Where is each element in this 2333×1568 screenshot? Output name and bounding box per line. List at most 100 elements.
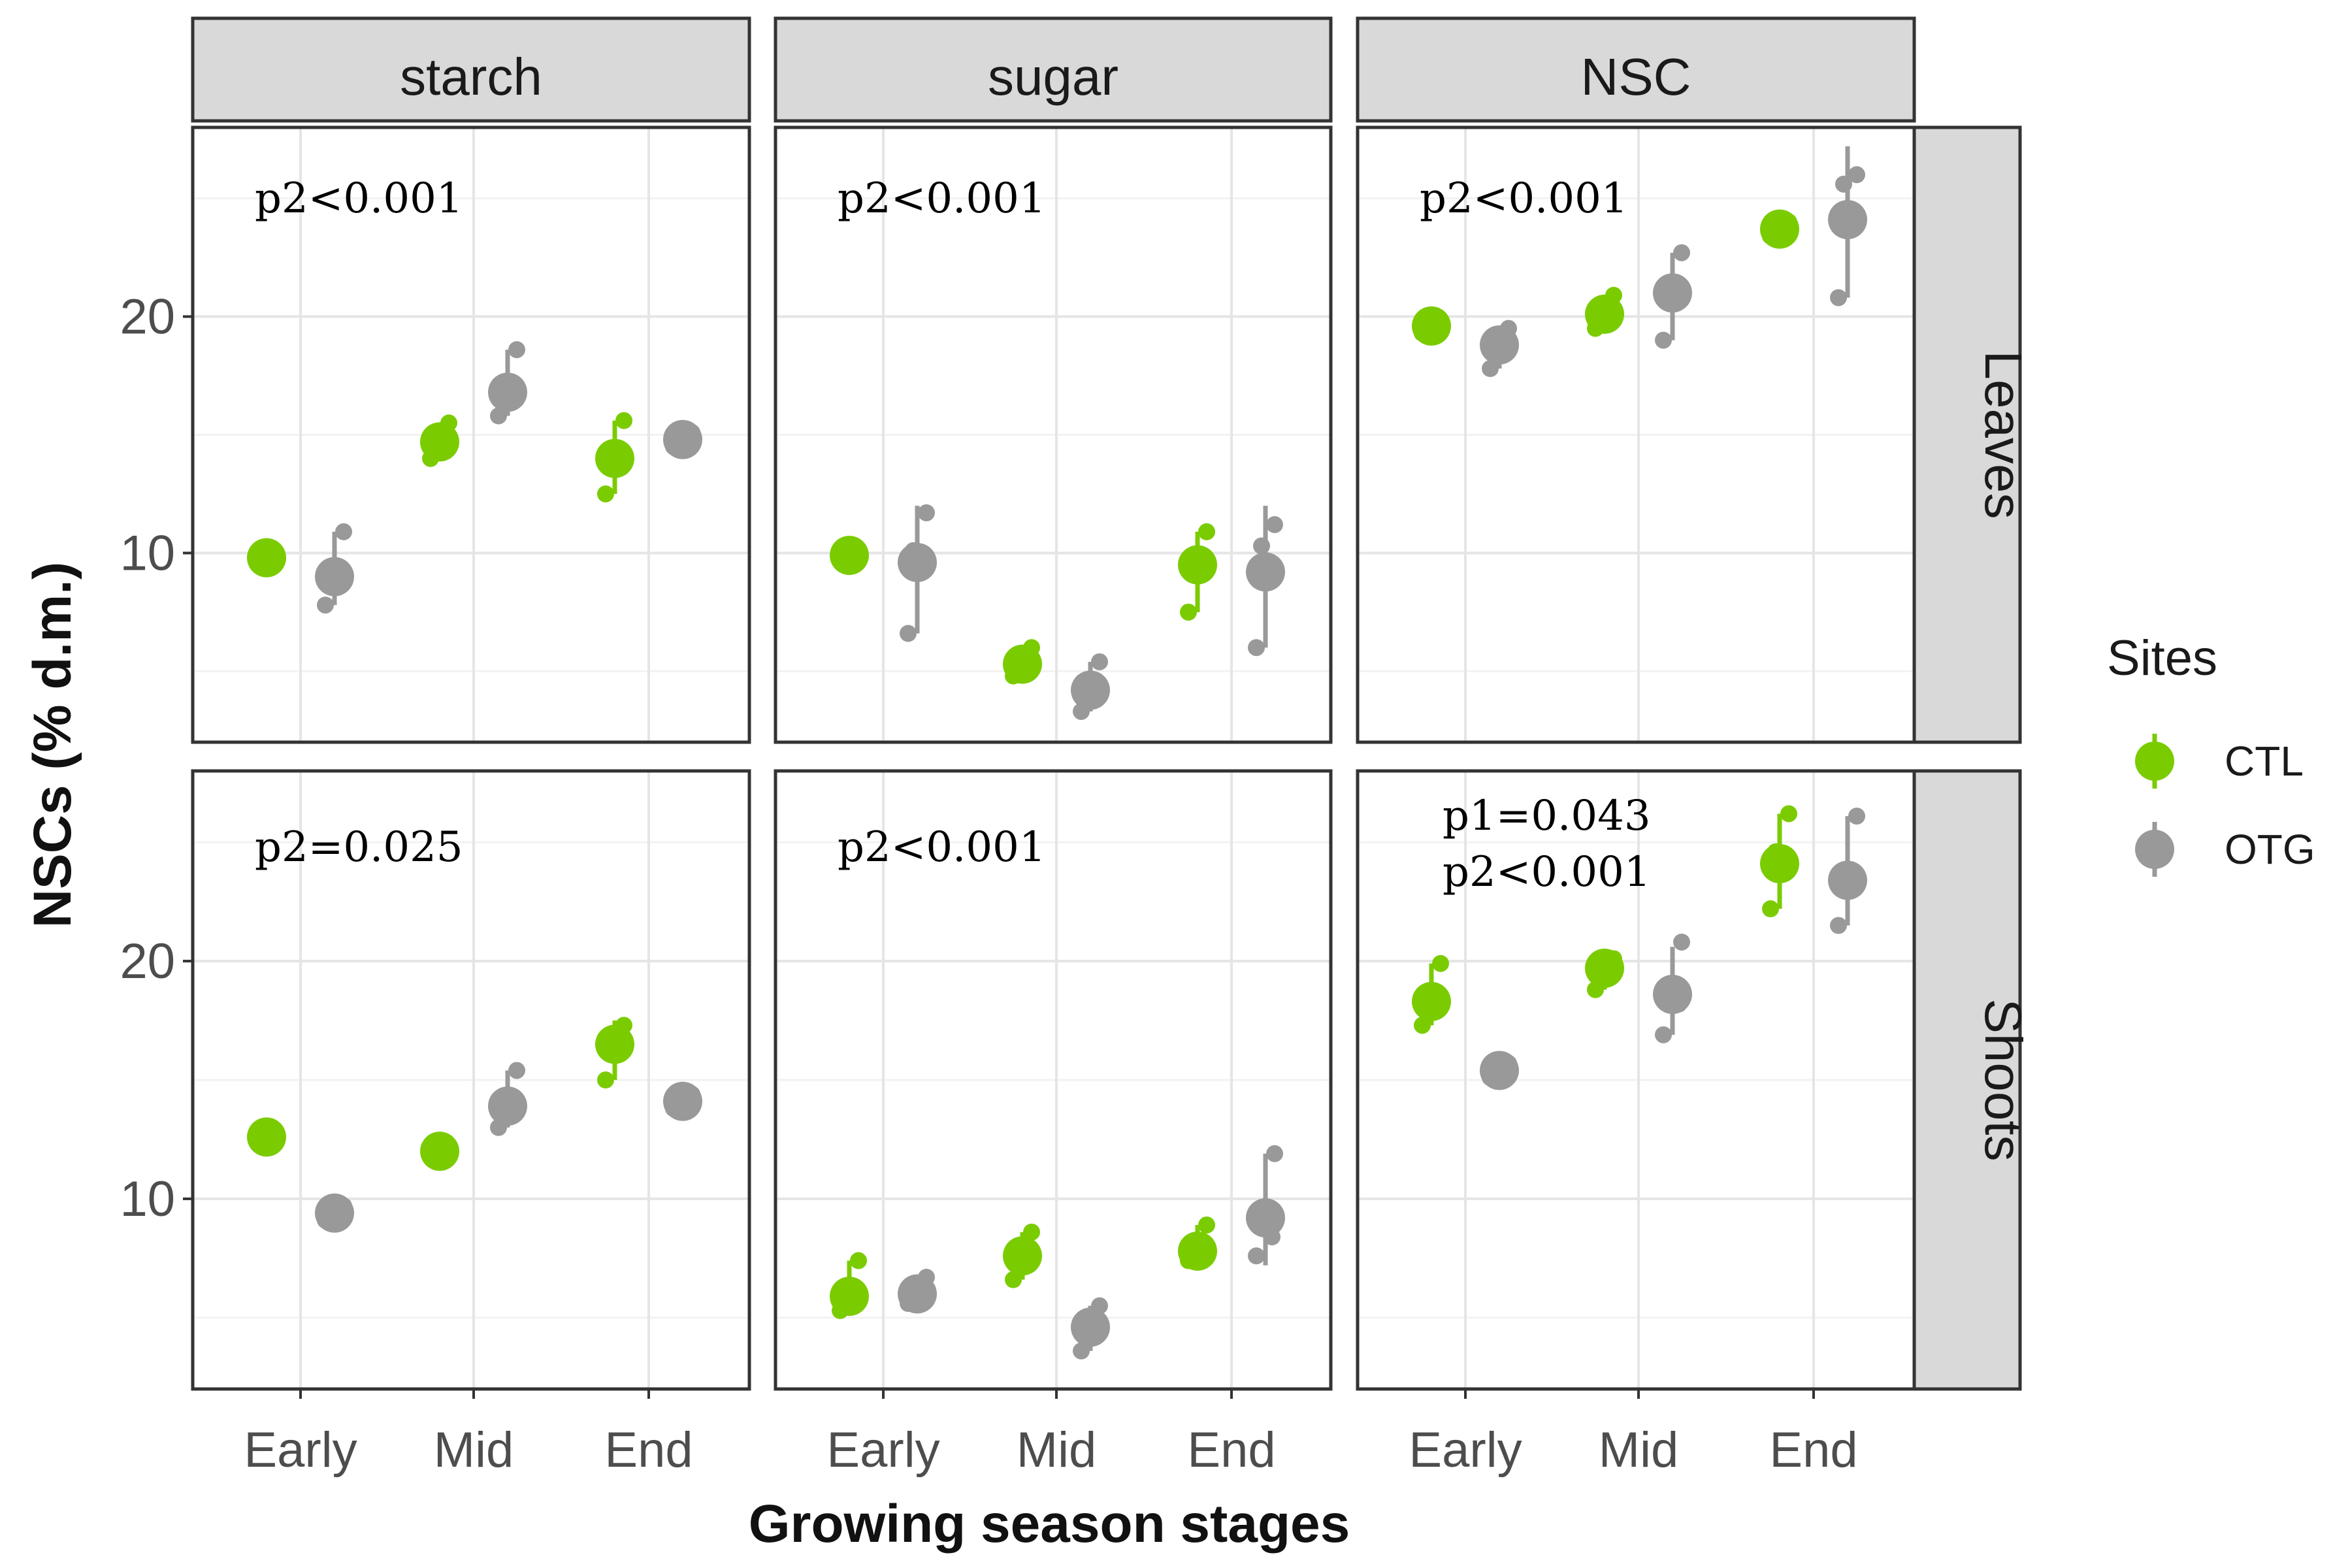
mean-point xyxy=(1178,1231,1217,1271)
point-group-otg-end xyxy=(1828,146,1867,306)
mean-point xyxy=(595,1024,634,1064)
point-group-ctl-end xyxy=(1178,1216,1217,1271)
mean-point xyxy=(1585,294,1624,334)
point-group-ctl-early xyxy=(1412,955,1451,1034)
observation-point xyxy=(1266,1145,1283,1162)
point-group-ctl-mid xyxy=(1585,948,1624,998)
mean-point xyxy=(315,1193,354,1233)
x-tick-label: Mid xyxy=(1017,1422,1096,1478)
legend-key-point xyxy=(2135,830,2174,869)
point-group-otg-early xyxy=(898,504,937,642)
mean-point xyxy=(1653,273,1692,313)
mean-point xyxy=(1412,306,1451,346)
mean-point xyxy=(1653,975,1692,1015)
point-group-ctl-early xyxy=(1412,306,1451,346)
point-group-ctl-mid xyxy=(1003,639,1042,685)
observation-point xyxy=(597,485,614,502)
y-axis-title: NSCs (% d.m.) xyxy=(23,562,82,928)
point-group-otg-mid xyxy=(488,341,527,425)
observation-point xyxy=(1005,1271,1022,1288)
mean-point xyxy=(420,1132,459,1171)
legend: Sites CTL OTG xyxy=(2107,630,2315,877)
observation-point xyxy=(1198,1216,1215,1233)
facet-strip-shoots xyxy=(1912,769,2022,1391)
observation-point xyxy=(1414,1017,1431,1034)
mean-point xyxy=(1828,200,1867,240)
panel-frame xyxy=(191,125,751,744)
mean-point xyxy=(488,1086,527,1126)
legend-title: Sites xyxy=(2107,630,2217,686)
data-marks-layer xyxy=(247,146,1867,1360)
p-value-annotation: p2<0.001 xyxy=(838,823,1046,872)
point-group-otg-end xyxy=(1246,506,1285,657)
point-group-ctl-end xyxy=(595,1017,634,1088)
observation-point xyxy=(1248,639,1265,657)
x-tick-label: End xyxy=(604,1422,693,1478)
axes-layer: 10 20 10 20 Early Mid End Early Mid End Early Mid En… xyxy=(120,289,1857,1478)
mean-point xyxy=(1003,644,1042,684)
x-axis-title: Growing season stages xyxy=(749,1494,1350,1554)
facet-strip-leaves xyxy=(1912,125,2022,744)
observation-point xyxy=(1482,360,1499,378)
observation-point xyxy=(1830,917,1847,934)
x-tick-label: End xyxy=(1187,1422,1275,1478)
observation-point xyxy=(1762,900,1779,918)
observation-point xyxy=(317,596,334,614)
facet-strip-label: NSC xyxy=(1581,48,1691,106)
x-tick-label: Mid xyxy=(434,1422,514,1478)
observation-point xyxy=(1835,175,1852,193)
panel-frame xyxy=(191,769,751,1391)
x-tick-label: End xyxy=(1769,1422,1857,1478)
facet-strips-layer: starch sugar NSC Leaves Shoots xyxy=(191,16,2032,1391)
observation-point xyxy=(900,625,917,642)
panel-frame xyxy=(774,769,1333,1391)
point-group-ctl-end xyxy=(595,412,634,502)
observation-point xyxy=(490,407,507,425)
point-group-otg-mid xyxy=(1071,653,1110,720)
mean-point xyxy=(420,422,459,462)
observation-point xyxy=(1830,289,1847,306)
point-group-ctl-mid xyxy=(1003,1223,1042,1288)
observation-point xyxy=(1180,603,1197,621)
facet-strip-starch xyxy=(191,16,751,123)
observation-point xyxy=(1655,1026,1672,1043)
point-group-ctl-mid xyxy=(420,1132,459,1171)
observation-point xyxy=(615,412,632,429)
observation-point xyxy=(1848,166,1865,184)
legend-entry-otg: OTG xyxy=(2135,822,2315,877)
point-group-otg-mid xyxy=(488,1062,527,1136)
mean-point xyxy=(663,1081,702,1121)
y-tick-label: 20 xyxy=(120,934,175,989)
facet-strip-sugar xyxy=(774,16,1333,123)
legend-label: OTG xyxy=(2225,826,2315,873)
facet-strip-label: sugar xyxy=(988,48,1118,106)
observation-point xyxy=(850,1252,867,1269)
mean-point xyxy=(1071,670,1110,710)
p-value-annotation: p2<0.001 xyxy=(1420,174,1628,223)
mean-point xyxy=(1480,1051,1519,1090)
observation-point xyxy=(1780,805,1797,823)
point-group-ctl-end xyxy=(1760,805,1799,918)
point-group-ctl-early xyxy=(830,536,869,576)
point-group-otg-end xyxy=(1828,808,1867,934)
mean-point xyxy=(1246,1198,1285,1238)
mean-point xyxy=(595,438,634,478)
mean-point xyxy=(898,1274,937,1314)
y-tick-label: 10 xyxy=(120,525,175,581)
observation-point xyxy=(1073,1342,1090,1360)
observation-point xyxy=(1253,537,1270,555)
observation-point xyxy=(1248,1247,1265,1265)
point-group-ctl-end xyxy=(1760,209,1799,249)
mean-point xyxy=(315,557,354,596)
observation-point xyxy=(1432,955,1449,972)
x-tick-label: Early xyxy=(244,1422,357,1478)
p-value-annotation: p1=0.043 xyxy=(1443,792,1651,840)
facet-strip-nsc xyxy=(1356,16,1916,123)
mean-point xyxy=(488,372,527,412)
point-group-otg-early xyxy=(1480,1051,1519,1090)
y-tick-label: 10 xyxy=(120,1171,175,1227)
panel-frames-layer xyxy=(191,125,1916,1391)
gridlines-layer xyxy=(193,127,1914,1389)
panel-frame xyxy=(774,125,1333,744)
